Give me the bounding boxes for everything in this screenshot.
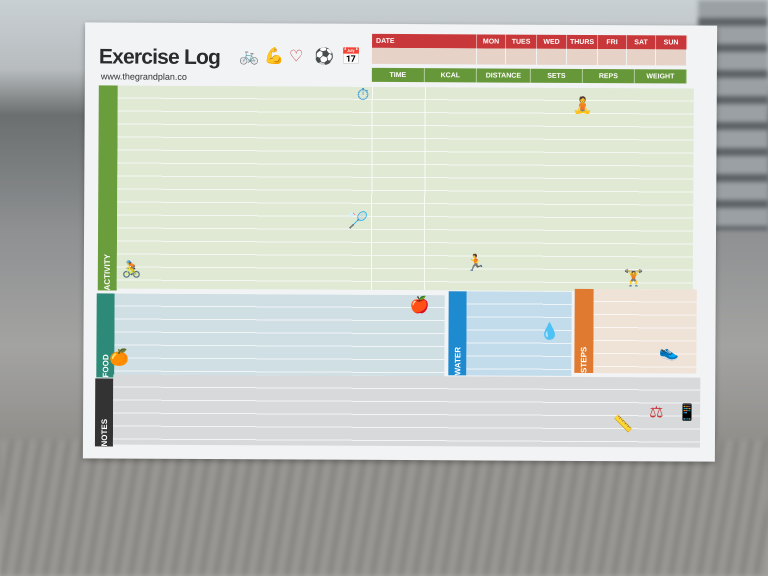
calendar-icon: 📅	[340, 48, 361, 66]
heart-rate-icon: ♡	[288, 48, 304, 66]
metric-weight: WEIGHT	[634, 69, 687, 84]
activity-area[interactable]	[116, 85, 694, 292]
day-thurs: THURS	[567, 34, 599, 50]
steps-label: STEPS	[574, 288, 594, 374]
football-icon: ⚽	[313, 48, 334, 66]
metrics-header: TIME KCAL DISTANCE SETS REPS WEIGHT	[371, 67, 687, 84]
tape-measure-icon: 📏	[613, 416, 634, 434]
apple-carrot-icon: 🍎	[409, 297, 430, 315]
day-mon: MON	[477, 34, 507, 49]
water-bottle-icon: 💧	[539, 323, 560, 341]
website-url: www.thegrandplan.co	[100, 71, 187, 82]
activity-label: ACTIVITY	[97, 85, 118, 291]
metric-distance: DISTANCE	[476, 68, 531, 83]
metric-kcal: KCAL	[424, 68, 477, 83]
page-title: Exercise Log	[98, 45, 221, 70]
day-wed: WED	[537, 34, 568, 49]
sneaker-icon: 👟	[659, 344, 680, 362]
day-sat: SAT	[627, 35, 657, 50]
fitness-phone-icon: 📱	[677, 404, 698, 422]
runner-icon: 🏃	[465, 255, 486, 273]
metric-sets: SETS	[530, 68, 583, 83]
steps-area[interactable]	[593, 289, 697, 374]
dumbbell-icon: 🏋	[623, 270, 644, 288]
notes-label: NOTES	[94, 378, 114, 447]
water-label: WATER	[448, 291, 467, 376]
notes-area[interactable]	[112, 374, 701, 448]
scale-icon: ⚖	[649, 404, 664, 422]
exercise-log-sheet: Exercise Log www.thegrandplan.co 🚲 💪 ♡ ⚽…	[82, 22, 718, 462]
day-sun: SUN	[656, 35, 688, 50]
background-deck	[0, 440, 768, 576]
day-fri: FRI	[598, 35, 628, 50]
flexed-arm-icon: 💪	[263, 48, 284, 66]
orange-slice-icon: 🍊	[109, 349, 130, 367]
metric-reps: REPS	[582, 68, 635, 84]
date-label: DATE	[372, 33, 478, 49]
exercise-bike-icon: 🚲	[238, 48, 259, 66]
metric-time: TIME	[371, 67, 425, 83]
shuttlecock-icon: 🏸	[348, 212, 369, 230]
cyclist-icon: 🚴	[121, 261, 142, 279]
day-tues: TUES	[506, 34, 538, 49]
stretching-person-icon: 🧘	[572, 97, 593, 116]
food-area[interactable]	[114, 293, 445, 380]
stopwatch-icon: ⏱	[356, 86, 370, 104]
date-entry-row[interactable]	[371, 47, 688, 66]
